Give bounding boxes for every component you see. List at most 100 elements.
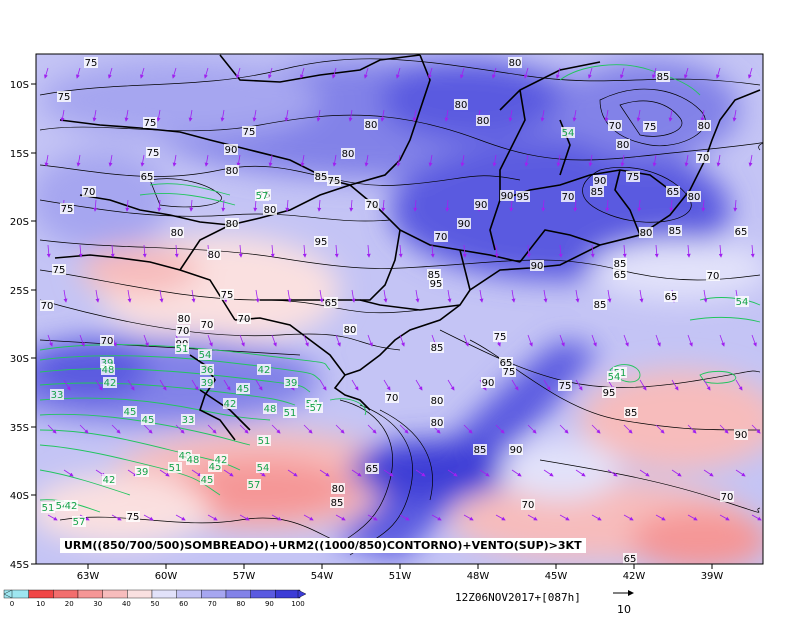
contour-label-bg (237, 313, 251, 324)
lat-tick-label: 35S (10, 423, 29, 434)
contour-label-bg (430, 417, 444, 428)
colorbar-tick-label: 30 (93, 600, 102, 608)
black-contour-label: 75 (127, 512, 140, 523)
green-contour-label: 42 (104, 378, 117, 389)
black-contour-label: 95 (430, 279, 443, 290)
black-contour-label: 70 (721, 492, 734, 503)
colorbar-tick-label: 100 (291, 600, 304, 608)
contour-label-bg (516, 191, 530, 202)
black-contour-label: 85 (625, 408, 638, 419)
green-contour-label: 51 (42, 503, 55, 514)
lon-tick-label: 63W (77, 571, 100, 582)
black-contour-label: 70 (386, 393, 399, 404)
contour-label-bg (200, 319, 214, 330)
black-contour-label: 80 (640, 228, 653, 239)
lat-tick-label: 45S (10, 560, 29, 571)
black-contour-label: 90 (510, 445, 523, 456)
contour-label-bg (561, 127, 575, 138)
wind-reference-label: 10 (617, 603, 631, 616)
colorbar-swatch (201, 589, 227, 599)
contour-label-bg (255, 190, 269, 201)
contour-label-bg (103, 377, 117, 388)
contour-label-bg (365, 199, 379, 210)
contour-label-bg (247, 479, 261, 490)
black-contour-label: 70 (707, 271, 720, 282)
contour-label-bg (626, 171, 640, 182)
black-contour-label: 80 (226, 166, 239, 177)
contour-label-bg (225, 165, 239, 176)
green-contour-label: 54 (199, 350, 212, 361)
colorbar-tick-label: 10 (36, 600, 45, 608)
green-contour-label: 42 (65, 501, 78, 512)
green-contour-label: 45 (124, 407, 137, 418)
contour-label-bg (257, 435, 271, 446)
black-contour-label: 70 (522, 500, 535, 511)
colorbar-swatch (275, 589, 301, 599)
contour-label-bg (55, 500, 69, 511)
black-contour-label: 70 (101, 336, 114, 347)
black-contour-label: 90 (594, 176, 607, 187)
colorbar-tick-label: 80 (236, 600, 245, 608)
latitude-axis: 10S 15S 20S 25S 30S 35S 40S 45S (10, 80, 36, 571)
contour-label-bg (434, 231, 448, 242)
colorbar-swatch (102, 589, 128, 599)
contour-label-bg (224, 144, 238, 155)
colorbar-swatch (77, 589, 103, 599)
black-contour-label: 85 (428, 270, 441, 281)
contour-label-bg (146, 147, 160, 158)
contour-label-bg (624, 407, 638, 418)
contour-label-bg (236, 383, 250, 394)
black-contour-label: 65 (325, 298, 338, 309)
green-contour-label: 39 (285, 378, 298, 389)
black-contour-label: 70 (697, 153, 710, 164)
colorbar-swatch (225, 589, 251, 599)
contour-label-bg (697, 120, 711, 131)
lon-tick-label: 51W (389, 571, 412, 582)
contour-label-bg (102, 474, 116, 485)
contour-label-bg (200, 474, 214, 485)
black-contour-label: 80 (226, 219, 239, 230)
contour-label-bg (521, 499, 535, 510)
black-contour-label: 80 (617, 140, 630, 151)
black-contour-label: 80 (342, 149, 355, 160)
contour-label-bg (242, 126, 256, 137)
longitude-axis: 63W 60W 57W 54W 51W 48W 45W 42W 39W (77, 564, 723, 582)
contour-label-bg (734, 226, 748, 237)
lat-tick-label: 20S (10, 217, 29, 228)
contour-label-bg (101, 364, 115, 375)
black-contour-label: 80 (264, 205, 277, 216)
contour-label-bg (208, 461, 222, 472)
contour-label-bg (57, 91, 71, 102)
contour-label-bg (50, 389, 64, 400)
contour-label-bg (623, 553, 637, 564)
map-caption: URM((850/700/500)SOMBREADO)+URM2((1000/8… (60, 538, 586, 553)
colorbar-tick-label: 70 (208, 600, 217, 608)
green-contour-label: 57 (73, 517, 86, 528)
contour-label-bg (331, 483, 345, 494)
contour-label-bg (427, 269, 441, 280)
black-contour-label: 80 (178, 314, 191, 325)
contour-label-bg (284, 377, 298, 388)
black-contour-label: 75 (147, 148, 160, 159)
contour-label-bg (613, 258, 627, 269)
green-contour-label: 39 (136, 467, 149, 478)
contour-label-bg (429, 278, 443, 289)
contour-label-bg (135, 466, 149, 477)
green-contour-label: 33 (182, 415, 195, 426)
contour-label-bg (176, 325, 190, 336)
contour-label-bg (175, 343, 189, 354)
black-contour-label: 70 (177, 326, 190, 337)
contour-label-bg (430, 342, 444, 353)
contour-label-bg (364, 119, 378, 130)
green-contour-label: 51 (169, 463, 182, 474)
black-contour-label: 85 (591, 187, 604, 198)
black-contour-label: 75 (503, 367, 516, 378)
contour-label-bg (256, 462, 270, 473)
black-contour-label: 80 (509, 58, 522, 69)
black-contour-label: 85 (474, 445, 487, 456)
lat-tick-label: 10S (10, 80, 29, 91)
contour-label-bg (590, 186, 604, 197)
contour-label-bg (123, 406, 137, 417)
